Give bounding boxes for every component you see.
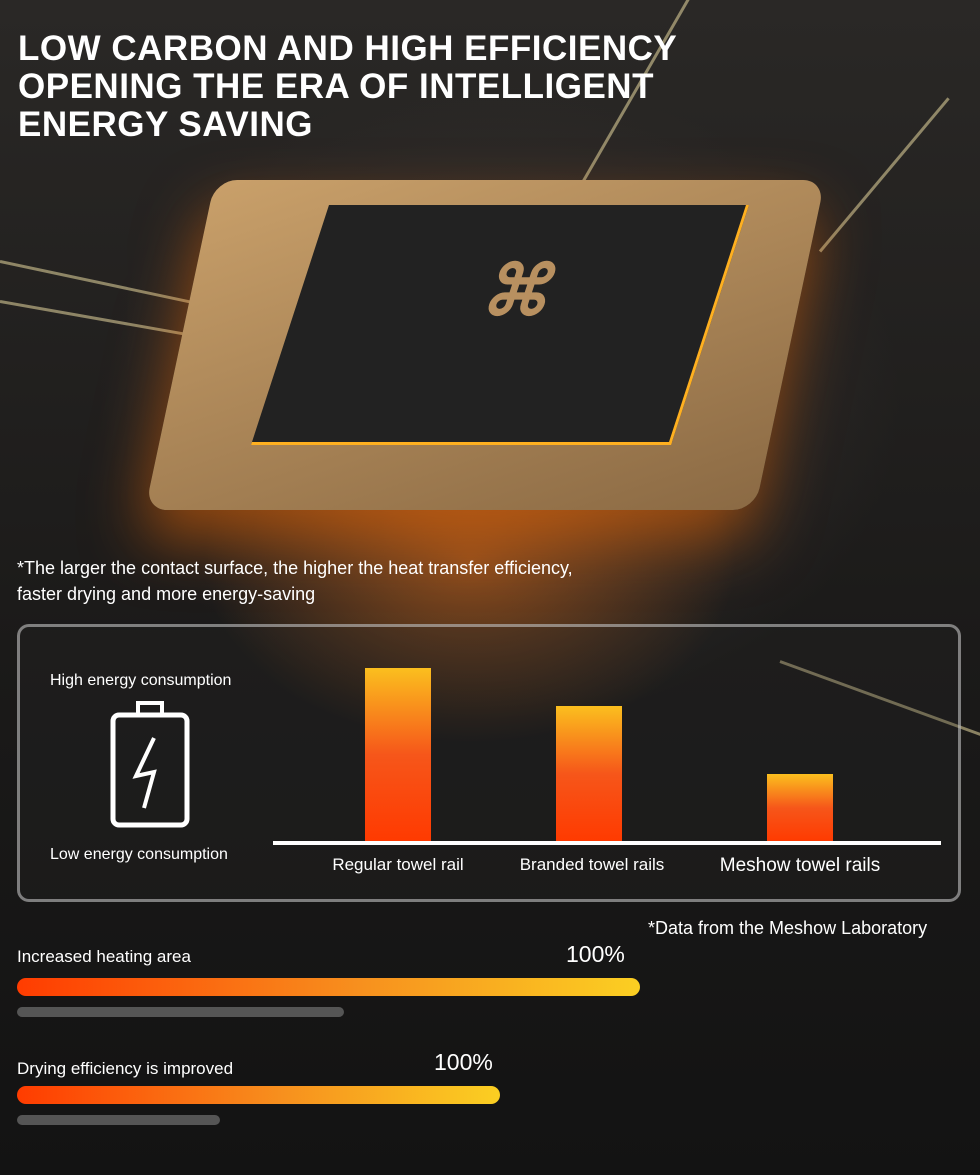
contact-surface-note: *The larger the contact surface, the hig…: [17, 558, 573, 604]
progress-label: Drying efficiency is improved: [17, 1059, 234, 1078]
category-label: Branded towel rails: [519, 855, 665, 874]
progress-baseline-bar: [17, 1115, 220, 1125]
progress-bar-heating-area: [17, 978, 640, 996]
battery-lightning-icon: [110, 701, 190, 828]
category-label: Meshow towel rails: [719, 855, 881, 876]
progress-label: Increased heating area: [17, 947, 191, 966]
chart-baseline: [273, 841, 941, 845]
progress-value: 100%: [566, 941, 625, 967]
bar-branded-towel-rails: [556, 706, 622, 842]
progress-value: 100%: [434, 1049, 493, 1075]
y-label-low: Low energy consumption: [50, 846, 228, 863]
progress-bar-drying-efficiency: [17, 1086, 500, 1104]
category-label: Regular towel rail: [332, 855, 464, 874]
y-label-high: High energy consumption: [50, 672, 232, 689]
bar-meshow-towel-rails: [767, 774, 833, 842]
energy-chart-panel: [17, 624, 961, 902]
bar-regular-towel-rail: [365, 668, 431, 842]
source-note: *Data from the Meshow Laboratory: [648, 918, 928, 938]
headline: LOW CARBON AND HIGH EFFICIENCY OPENING T…: [18, 29, 677, 144]
progress-baseline-bar: [17, 1007, 345, 1017]
